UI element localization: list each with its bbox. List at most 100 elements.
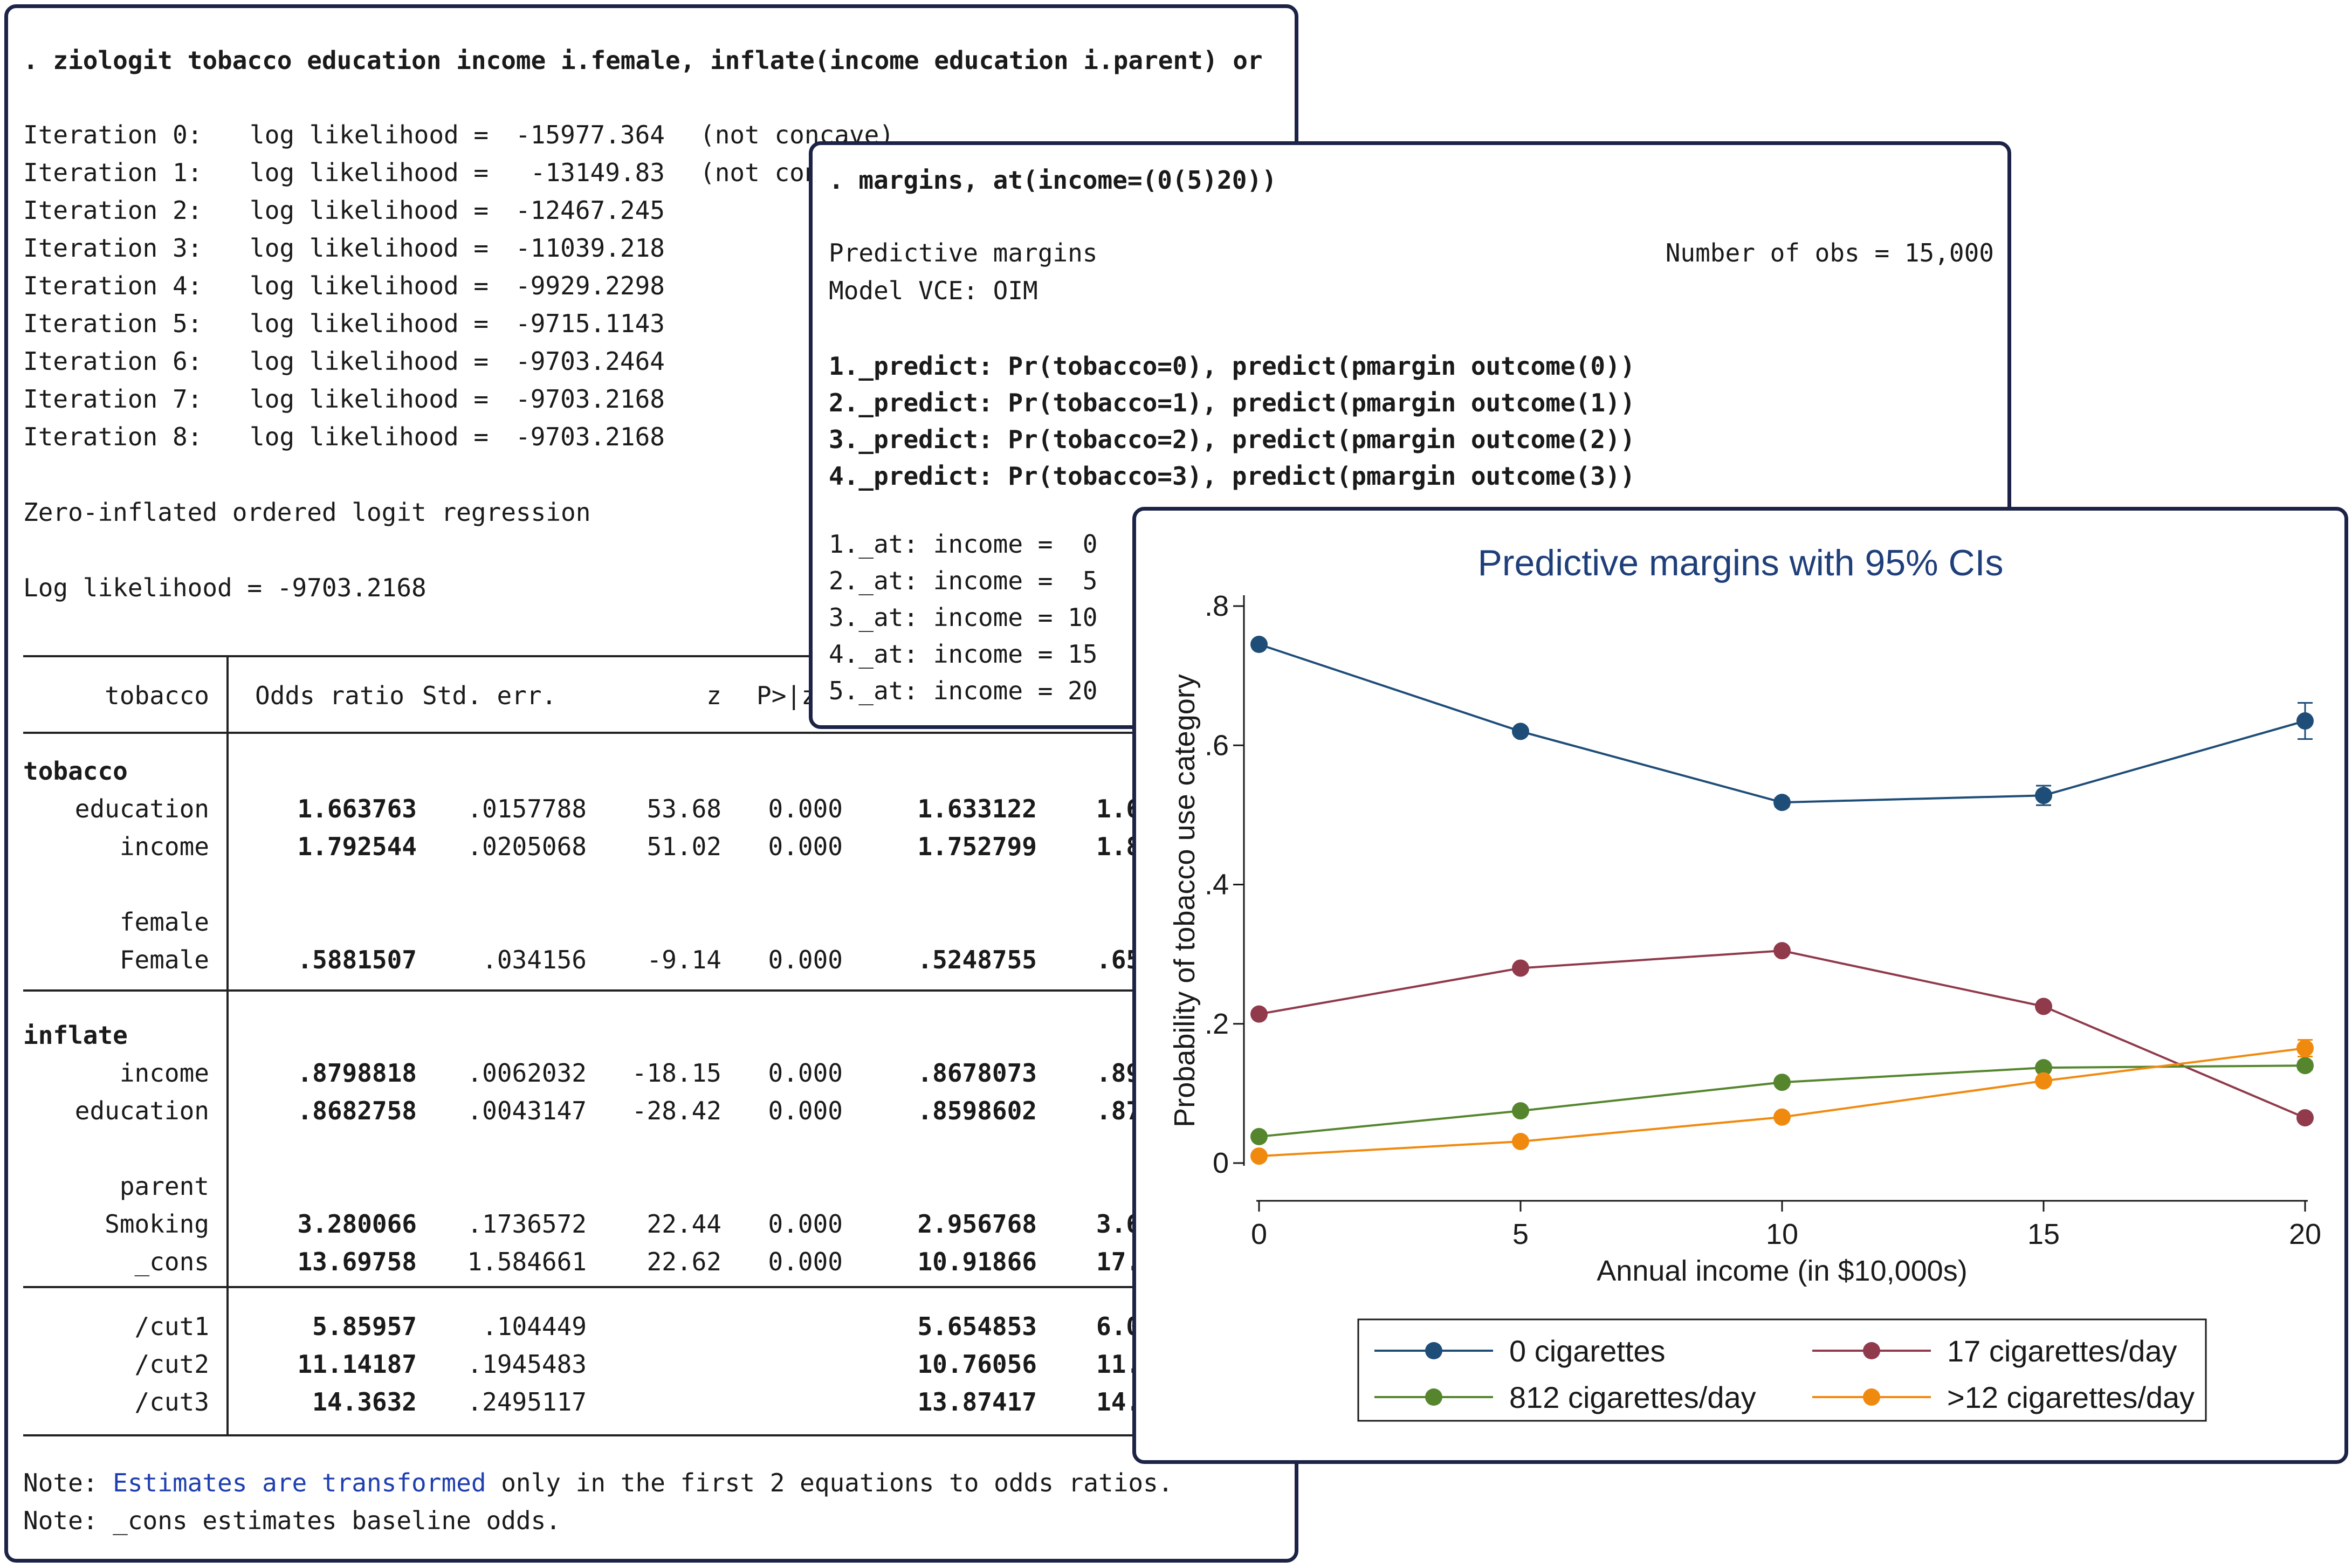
data-point [2035, 998, 2052, 1015]
margins-command: . margins, at(income=(0(5)20)) [829, 166, 1277, 195]
iteration-value: -9703.2168 [515, 384, 665, 414]
table-column-rule [226, 655, 229, 1434]
row-label: tobacco [23, 757, 128, 786]
graph-window: Predictive margins with 95% CIs 0 .2 .4 .6.… [1132, 507, 2348, 1464]
number-of-obs: Number of obs = 15,000 [1665, 238, 1994, 267]
iteration-value: -9703.2464 [515, 347, 665, 376]
table-cell: 0.000 [768, 1209, 843, 1239]
series-line-1 [1258, 950, 2306, 1119]
data-point [2296, 712, 2314, 730]
table-header-cell: z [706, 681, 721, 710]
table-cell: 51.02 [647, 832, 721, 861]
table-cell: .5881507 [297, 945, 417, 974]
table-row [23, 1130, 1295, 1167]
margins-plot: 0 .2 .4 .6 .8 0 5 10 15 20 Annual income (in $10,0… [1168, 590, 2321, 1422]
row-label: education [74, 794, 209, 823]
iteration-label: Iteration 5: [23, 309, 203, 338]
at-line: 3._at: income = 10 [829, 603, 1098, 632]
model-title: Zero-inflated ordered logit regression [23, 498, 591, 527]
ziologit-command: . ziologit tobacco education income i.fe… [23, 46, 1263, 75]
iteration-row: Iteration 0: log likelihood = -15977.364 (n… [23, 116, 894, 154]
table-section-rule [23, 1286, 1295, 1288]
row-label: _cons [134, 1247, 209, 1276]
table-cell: .8682758 [297, 1096, 417, 1125]
data-point [1773, 1074, 1791, 1091]
data-point [2035, 1072, 2052, 1090]
table-row: /cut3 14.3632.2495117 13.87417 14.8 [23, 1383, 1295, 1421]
chart-title: Predictive margins with 95% CIs [1477, 542, 2004, 583]
row-label: education [74, 1096, 209, 1125]
estimates-transformed-link[interactable]: Estimates are transformed [113, 1468, 486, 1497]
predict-line: 3._predict: Pr(tobacco=2), predict(pmarg… [829, 425, 1635, 454]
at-line: 5._at: income = 20 [829, 676, 1098, 705]
y-tick-label: 0 [1213, 1147, 1229, 1179]
table-header-cell: Odds ratio [255, 681, 404, 710]
x-tick-label: 20 [2289, 1218, 2321, 1250]
at-line: 4._at: income = 15 [829, 639, 1098, 669]
table-row: parent [23, 1167, 1295, 1205]
table-row: education 1.663763 .0157788 53.68 0.000 1.633… [23, 790, 1295, 828]
iteration-ll-label: log likelihood = [250, 347, 489, 376]
x-tick-label: 15 [2027, 1218, 2060, 1250]
table-row: tobacco [23, 752, 1295, 790]
iteration-label: Iteration 7: [23, 384, 203, 414]
table-row: female [23, 903, 1295, 941]
iteration-ll-label: log likelihood = [250, 196, 489, 225]
table-cell: 1.584661 [467, 1247, 587, 1276]
data-point [1512, 959, 1529, 977]
data-point [2035, 1059, 2052, 1077]
data-point [1250, 1147, 1268, 1165]
data-point [1773, 794, 1791, 811]
table-cell: 53.68 [647, 794, 721, 823]
table-row: income 1.792544 .0205068 51.02 0.000 1.752799… [23, 828, 1295, 865]
series-line-3 [1258, 1047, 2306, 1158]
data-point [1512, 1132, 1529, 1150]
data-point [1250, 1127, 1268, 1145]
table-row: /cut2 11.14187.1945483 10.76056 11.5 [23, 1345, 1295, 1383]
row-label: inflate [23, 1021, 128, 1050]
y-tick-label: .2 [1205, 1008, 1229, 1040]
table-row: Smoking 3.280066 .1736572 22.44 0.000 2.95676… [23, 1205, 1295, 1243]
table-cell: 0.000 [768, 945, 843, 974]
legend-label: 17 cigarettes/day [1947, 1334, 2177, 1368]
iteration-value: -9929.2298 [515, 271, 665, 300]
x-tick-label: 0 [1251, 1218, 1267, 1250]
table-cell: 0.000 [768, 1096, 843, 1125]
y-axis-title: Probability of tobacco use category [1168, 674, 1201, 1127]
table-cell: 3.280066 [297, 1209, 417, 1239]
row-label: /cut2 [134, 1350, 209, 1379]
note-transformed: Note: Estimates are transformed only in … [23, 1464, 1173, 1502]
table-cell: 1.792544 [297, 832, 417, 861]
table-header-rule [23, 732, 1295, 734]
model-vce: Model VCE: OIM [829, 276, 1038, 305]
at-line: 1._at: income = 0 [829, 529, 1098, 559]
table-cell: 13.69758 [297, 1247, 417, 1276]
data-point [1773, 1108, 1791, 1126]
iteration-value: -13149.83 [530, 158, 665, 187]
row-label: income [119, 832, 209, 861]
table-header-cell: tobacco [105, 681, 209, 710]
table-cell: .2495117 [467, 1387, 587, 1416]
series-line-0 [1258, 643, 2306, 804]
data-point [1512, 1102, 1529, 1120]
iteration-label: Iteration 1: [23, 158, 203, 187]
table-row: _cons 13.69758 1.584661 22.62 0.000 10.91866 1… [23, 1243, 1295, 1281]
at-line: 2._at: income = 5 [829, 566, 1098, 595]
data-point [1250, 1005, 1268, 1023]
iteration-label: Iteration 2: [23, 196, 203, 225]
table-cell: .104449 [482, 1312, 587, 1341]
table-cell: 13.87417 [917, 1387, 1037, 1416]
iteration-value: -11039.218 [515, 233, 665, 263]
iteration-label: Iteration 8: [23, 422, 203, 451]
table-cell: .8798818 [297, 1058, 417, 1088]
table-cell: 0.000 [768, 1247, 843, 1276]
note-cons: Note: _cons estimates baseline odds. [23, 1506, 561, 1535]
table-row [23, 865, 1295, 903]
table-row: Female .5881507.034156 -9.14 0.000.5248755.… [23, 941, 1295, 979]
legend-marker [1425, 1342, 1442, 1359]
table-cell: 1.633122 [917, 794, 1037, 823]
table-cell: 10.91866 [917, 1247, 1037, 1276]
table-cell: 11.14187 [297, 1350, 417, 1379]
iteration-label: Iteration 0: [23, 120, 203, 149]
row-label: Female [119, 945, 209, 974]
